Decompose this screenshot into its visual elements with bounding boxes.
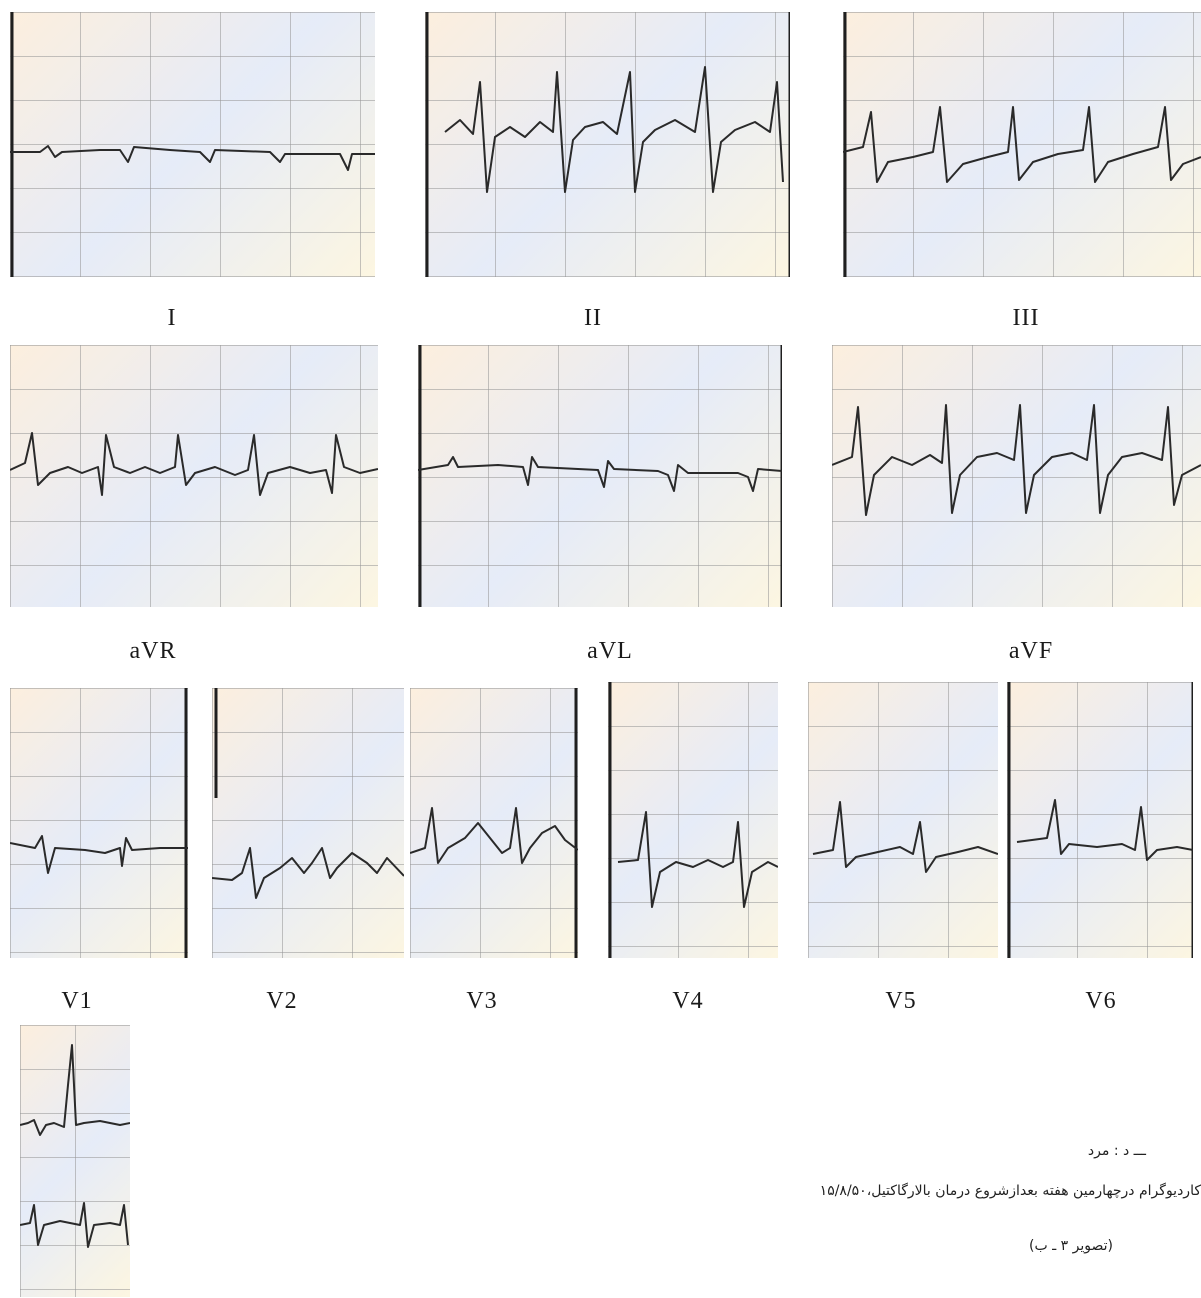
- lead-label-II: II: [584, 305, 602, 331]
- ecg-strip-V6: [1007, 682, 1193, 958]
- lead-label-V1: V1: [61, 988, 93, 1014]
- ecg-strip-V2: [212, 688, 404, 958]
- ecg-strip-aVR: [10, 345, 378, 607]
- lead-label-V5: V5: [885, 988, 917, 1014]
- ecg-strip-V3: [410, 688, 578, 958]
- caption-figure-number: (تصویر ۳ ـ ب): [1029, 1238, 1113, 1254]
- ecg-strip-aVL: [418, 345, 782, 607]
- ecg-strip-II: [425, 12, 790, 277]
- caption-subject: ـــ د : مرد: [1087, 1143, 1146, 1159]
- lead-label-aVR: aVR: [129, 638, 177, 664]
- lead-label-III: III: [1012, 305, 1040, 331]
- ecg-strip-V4: [608, 682, 778, 958]
- ecg-strip-V1: [10, 688, 188, 958]
- lead-label-V3: V3: [466, 988, 498, 1014]
- lead-label-V4: V4: [672, 988, 704, 1014]
- caption-description: کاردیوگرام درچهارمین هفته بعدازشروع درما…: [819, 1183, 1201, 1199]
- ecg-strip-III: [843, 12, 1201, 277]
- lead-label-V2: V2: [266, 988, 298, 1014]
- lead-label-aVF: aVF: [1008, 638, 1054, 664]
- lead-label-I: I: [167, 305, 177, 331]
- lead-label-aVL: aVL: [587, 638, 633, 664]
- ecg-strip-I: [10, 12, 375, 277]
- ecg-rhythm-strip: [20, 1025, 130, 1297]
- lead-label-V6: V6: [1085, 988, 1117, 1014]
- ecg-strip-aVF: [832, 345, 1201, 607]
- ecg-strip-V5: [808, 682, 998, 958]
